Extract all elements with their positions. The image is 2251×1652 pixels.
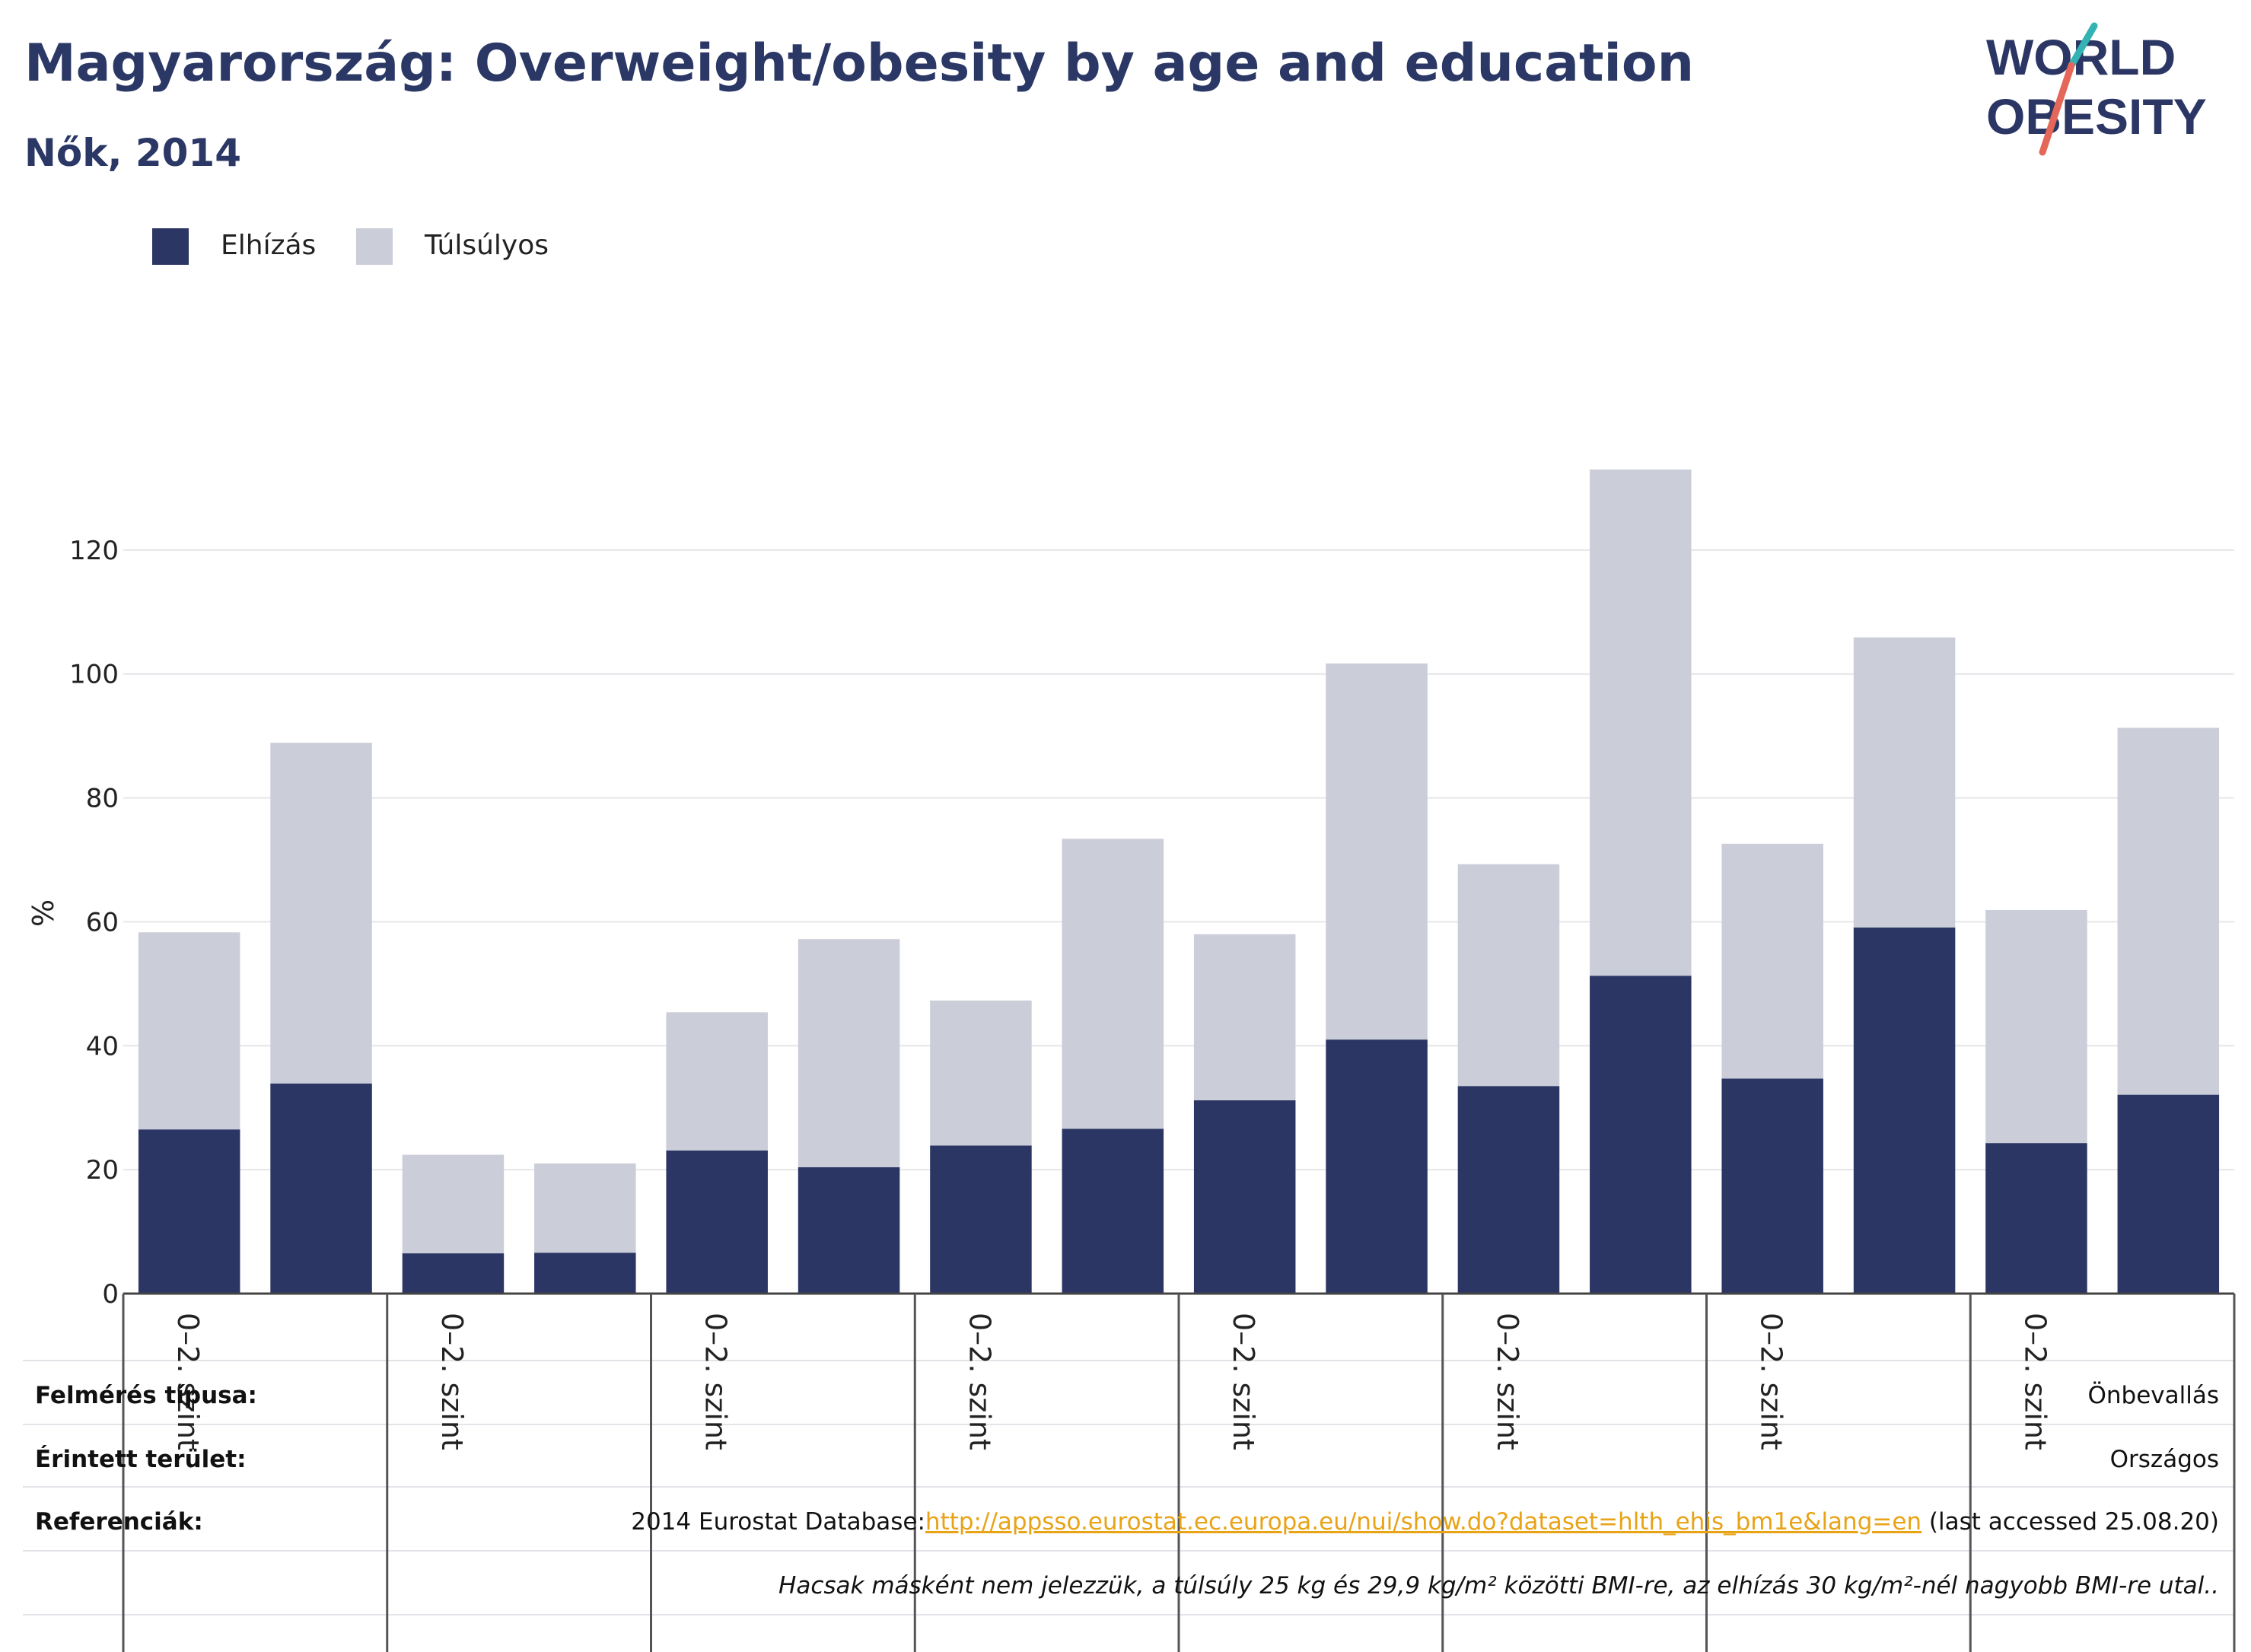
x-group-label: 0–2. szint: [171, 1313, 205, 1450]
bar-overweight: [798, 939, 900, 1167]
bar-overweight: [402, 1154, 505, 1254]
legend-swatch-obesity: [152, 228, 189, 265]
bar-obesity: [1062, 1128, 1164, 1294]
bar-overweight: [1590, 469, 1692, 976]
meta-references-prefix: 2014 Eurostat Database:: [631, 1508, 925, 1536]
bar-obesity: [270, 1083, 372, 1294]
bar-obesity: [138, 1129, 240, 1294]
bar-obesity: [1326, 1039, 1428, 1294]
x-group-label: 0–2. szint: [963, 1313, 996, 1450]
x-group-label: 0–2. szint: [1755, 1313, 1788, 1450]
logo-text-world: WORLD: [1986, 29, 2176, 85]
bar-overweight: [2117, 727, 2220, 1095]
bar-obesity: [402, 1253, 505, 1294]
bar-obesity: [666, 1150, 768, 1294]
y-tick-label: 120: [69, 536, 119, 566]
bar-overweight: [1853, 637, 1956, 928]
meta-area-label: Érintett terület:: [35, 1446, 247, 1473]
bar-obesity: [1193, 1100, 1296, 1294]
legend-label-obesity: Elhízás: [221, 230, 317, 261]
x-group-label: 0–2. szint: [435, 1313, 469, 1450]
bar-obesity: [1457, 1086, 1560, 1294]
x-group-label: 0–2. szint: [2018, 1313, 2052, 1450]
bar-obesity: [1853, 927, 1956, 1294]
meta-survey-type-value: Önbevallás: [2087, 1382, 2219, 1409]
meta-area-row: Érintett terület: Országos: [35, 1438, 2219, 1487]
page-title: Magyarország: Overweight/obesity by age …: [24, 33, 1694, 94]
x-group-label: 0–2. szint: [1227, 1313, 1260, 1450]
y-tick-label: 60: [86, 907, 119, 937]
bar-overweight: [1326, 663, 1428, 1040]
bar-overweight: [534, 1163, 636, 1253]
meta-references-suffix: (last accessed 25.08.20): [1921, 1508, 2219, 1536]
bar-overweight: [138, 932, 240, 1130]
bar-obesity: [1985, 1143, 2087, 1294]
bar-overweight: [1985, 909, 2087, 1144]
y-tick-label: 40: [86, 1031, 119, 1062]
bar-overweight: [1457, 864, 1560, 1087]
meta-note-row: Hacsak másként nem jelezzük, a túlsúly 2…: [35, 1564, 2219, 1613]
meta-references-row: Referenciák: 2014 Eurostat Database:http…: [35, 1501, 2219, 1549]
bar-overweight: [1062, 839, 1164, 1129]
bar-overweight: [1721, 843, 1823, 1079]
bar-obesity: [534, 1253, 636, 1294]
meta-survey-type-label: Felmérés típusa:: [35, 1382, 257, 1409]
legend-swatch-overweight: [356, 228, 393, 265]
y-tick-label: 0: [102, 1279, 119, 1310]
logo-slash-teal: [2068, 22, 2098, 69]
bar-overweight: [270, 743, 372, 1084]
bar-obesity: [2117, 1094, 2220, 1294]
y-axis-label: %: [27, 899, 60, 927]
bar-overweight: [1193, 934, 1296, 1100]
y-tick-label: 100: [69, 660, 119, 690]
bar-obesity: [930, 1145, 1032, 1294]
legend-label-overweight: Túlsúlyos: [425, 230, 549, 261]
logo-text-obesity: OBESITY: [1986, 88, 2207, 145]
world-obesity-logo: WORLD OBESITY: [1986, 22, 2207, 156]
meta-references-label: Referenciák:: [35, 1508, 203, 1536]
bar-overweight: [666, 1012, 768, 1151]
meta-note: Hacsak másként nem jelezzük, a túlsúly 2…: [778, 1572, 2219, 1599]
bar-obesity: [1721, 1078, 1823, 1294]
meta-references-link[interactable]: http://appsso.eurostat.ec.europa.eu/nui/…: [925, 1508, 1922, 1536]
meta-area-value: Országos: [2109, 1446, 2219, 1473]
bar-obesity: [798, 1167, 900, 1294]
logo-slash-coral: [2039, 62, 2075, 156]
bar-obesity: [1590, 976, 1692, 1294]
meta-references-value: 2014 Eurostat Database:http://appsso.eur…: [631, 1508, 2219, 1536]
page-subtitle: Nők, 2014: [24, 131, 242, 175]
y-tick-label: 20: [86, 1155, 119, 1186]
x-group-label: 0–2. szint: [699, 1313, 733, 1450]
x-group-label: 0–2. szint: [1491, 1313, 1524, 1450]
y-tick-label: 80: [86, 784, 119, 814]
meta-survey-type-row: Felmérés típusa: Önbevallás: [35, 1374, 2219, 1423]
bar-overweight: [930, 1000, 1032, 1146]
